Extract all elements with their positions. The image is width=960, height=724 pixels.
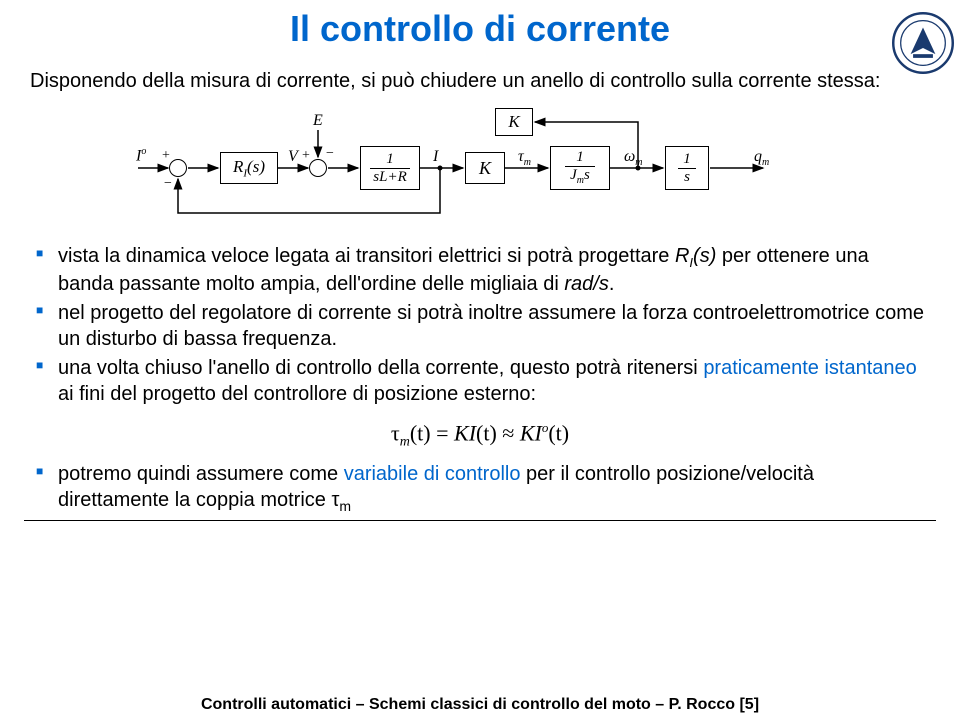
sign-minus-1: − (164, 176, 172, 192)
label-v: V (288, 148, 298, 166)
sign-minus-2: − (326, 146, 334, 162)
bullet-list: vista la dinamica veloce legata ai trans… (36, 244, 924, 408)
bullet-3: una volta chiuso l'anello di controllo d… (36, 356, 924, 407)
label-e: E (313, 112, 323, 130)
block-mech: 1 Jms (550, 146, 610, 190)
block-k: K (465, 152, 505, 184)
label-qm: qm (754, 148, 769, 168)
bullet-4: potremo quindi assumere come variabile d… (36, 462, 924, 516)
block-elec: 1 sL+R (360, 146, 420, 190)
politecnico-logo (892, 12, 954, 74)
sum-current-ref (169, 159, 187, 177)
sign-plus-2: + (302, 148, 310, 164)
block-k-feedback: K (495, 108, 533, 136)
block-int: 1 s (665, 146, 709, 190)
footer-text: Controlli automatici – Schemi classici d… (0, 696, 960, 714)
bullet-2: nel progetto del regolatore di corrente … (36, 301, 924, 352)
bullet-1: vista la dinamica veloce legata ai trans… (36, 244, 924, 297)
label-omega: ωm (624, 148, 643, 168)
sign-plus-1: + (162, 148, 170, 164)
equation: τm(t) = KI(t) ≈ KIo(t) (0, 420, 960, 451)
block-ri: RI(s) (220, 152, 278, 184)
page-title: Il controllo di corrente (0, 8, 960, 50)
label-io: Io (136, 146, 146, 165)
label-tau: τm (518, 148, 531, 168)
sum-back-emf (309, 159, 327, 177)
bullet-list-2: potremo quindi assumere come variabile d… (36, 462, 924, 516)
block-diagram: + − + − RI(s) 1 sL+R K 1 Jms 1 s K Io V … (130, 108, 830, 228)
footer-separator (24, 520, 936, 521)
intro-text: Disponendo della misura di corrente, si … (30, 68, 930, 94)
label-i: I (433, 148, 438, 166)
